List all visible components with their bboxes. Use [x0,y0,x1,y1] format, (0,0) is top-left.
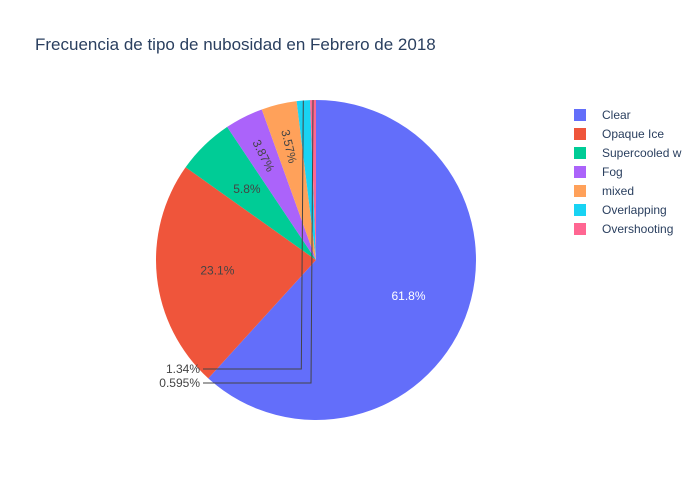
legend-swatch [574,203,586,216]
legend-item[interactable]: mixed [574,181,681,200]
legend-label: mixed [602,183,635,198]
chart-title: Frecuencia de tipo de nubosidad en Febre… [35,35,436,54]
pie-slice-fog [227,109,316,260]
legend-item[interactable]: Fog [574,162,681,181]
legend-label: Overlapping [602,202,667,217]
slice-percent-label: 5.8% [233,182,261,196]
leader-line [203,100,314,384]
legend-label: Opaque Ice [602,126,665,141]
slice-percent-label: 1.34% [166,362,200,376]
legend-swatch [574,222,586,235]
legend-item[interactable]: Supercooled w [574,143,681,162]
legend-label: Fog [602,164,623,179]
leader-line [203,100,304,370]
pie-slice-overlapping [296,100,316,260]
slice-percent-label: 0.595% [159,376,200,390]
pie-slice-overshooting [310,100,316,260]
legend-swatch [574,127,586,140]
pie-slice-supercooled-w [185,126,316,261]
pie-slice-opaque-ice [155,167,316,379]
pie-slice-clear [208,100,477,420]
legend: Clear Opaque Ice Supercooled w Fog mixed Over… [574,105,681,238]
legend-swatch [574,184,586,197]
slice-percent-label: 23.1% [200,264,234,278]
legend-swatch [574,165,586,178]
legend-label: Overshooting [602,221,674,236]
legend-item[interactable]: Clear [574,105,681,124]
legend-label: Clear [602,107,631,122]
legend-swatch [574,146,586,159]
slice-percent-label: 61.8% [391,289,425,303]
legend-item[interactable]: Opaque Ice [574,124,681,143]
legend-label: Supercooled w [602,145,682,160]
legend-swatch [574,108,586,121]
legend-item[interactable]: Overshooting [574,219,681,238]
legend-item[interactable]: Overlapping [574,200,681,219]
